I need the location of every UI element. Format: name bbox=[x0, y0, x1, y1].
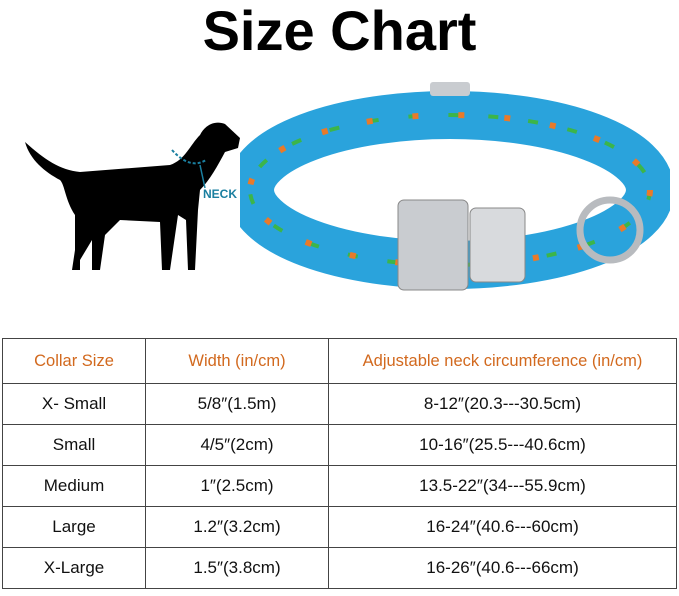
cell-width: 1.2″(3.2cm) bbox=[145, 506, 329, 548]
cell-neck: 16-26″(40.6---66cm) bbox=[328, 547, 677, 589]
cell-size: X-Large bbox=[2, 547, 146, 589]
table-row: X- Small 5/8″(1.5m) 8-12″(20.3---30.5cm) bbox=[2, 383, 677, 425]
cell-size: Small bbox=[2, 424, 146, 466]
size-table: Collar Size Width (in/cm) Adjustable nec… bbox=[2, 338, 677, 589]
header-collar-size: Collar Size bbox=[2, 338, 146, 384]
cell-size: Medium bbox=[2, 465, 146, 507]
cell-width: 1.5″(3.8cm) bbox=[145, 547, 329, 589]
table-header-row: Collar Size Width (in/cm) Adjustable nec… bbox=[2, 338, 677, 384]
cell-neck: 16-24″(40.6---60cm) bbox=[328, 506, 677, 548]
header-neck-circumference: Adjustable neck circumference (in/cm) bbox=[328, 338, 677, 384]
table-row: Large 1.2″(3.2cm) 16-24″(40.6---60cm) bbox=[2, 506, 677, 548]
page-title: Size Chart bbox=[202, 0, 477, 62]
dog-silhouette-icon bbox=[25, 122, 240, 270]
table-row: Medium 1″(2.5cm) 13.5-22″(34---55.9cm) bbox=[2, 465, 677, 507]
table-row: X-Large 1.5″(3.8cm) 16-26″(40.6---66cm) bbox=[2, 547, 677, 589]
cell-width: 4/5″(2cm) bbox=[145, 424, 329, 466]
cell-width: 1″(2.5cm) bbox=[145, 465, 329, 507]
dog-collar-image bbox=[240, 82, 670, 291]
cell-neck: 13.5-22″(34---55.9cm) bbox=[328, 465, 677, 507]
cell-neck: 8-12″(20.3---30.5cm) bbox=[328, 383, 677, 425]
cell-neck: 10-16″(25.5---40.6cm) bbox=[328, 424, 677, 466]
cell-size: Large bbox=[2, 506, 146, 548]
table-row: Small 4/5″(2cm) 10-16″(25.5---40.6cm) bbox=[2, 424, 677, 466]
neck-label: NECK bbox=[203, 187, 238, 201]
cell-width: 5/8″(1.5m) bbox=[145, 383, 329, 425]
cell-size: X- Small bbox=[2, 383, 146, 425]
header-width: Width (in/cm) bbox=[145, 338, 329, 384]
